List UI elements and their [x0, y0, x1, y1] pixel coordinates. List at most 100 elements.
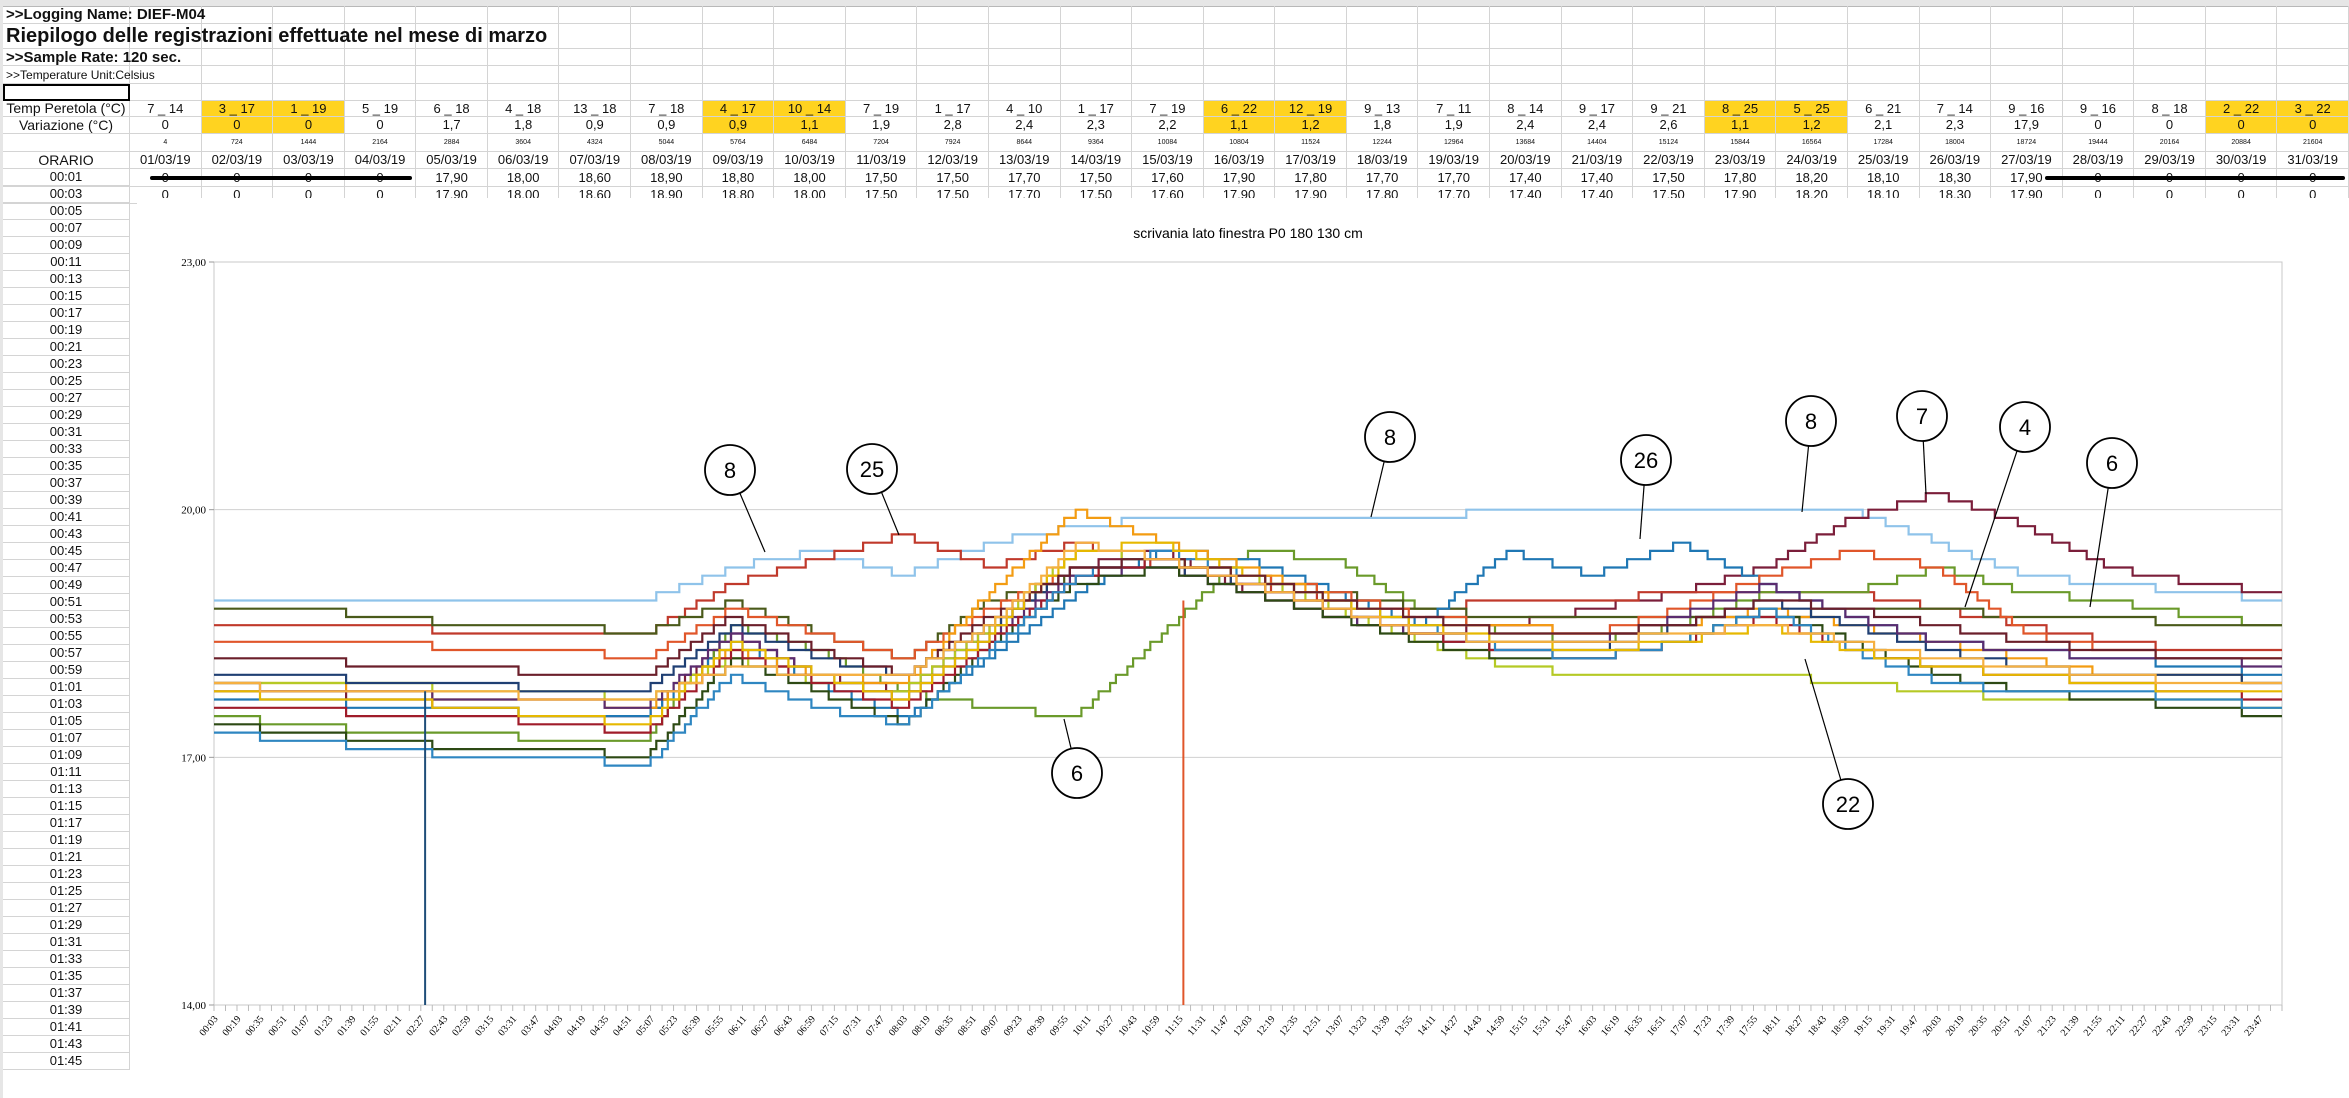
time-cell[interactable]: 01:33 — [3, 951, 130, 968]
grid-cell[interactable] — [2205, 66, 2278, 84]
temp-peretola-cell[interactable]: 5 _ 19 — [344, 101, 417, 117]
value-cell[interactable]: 17,70 — [1418, 169, 1491, 187]
temp-peretola-cell[interactable]: 4 _ 18 — [487, 101, 560, 117]
variazione-cell[interactable]: 0 — [2062, 117, 2135, 134]
variazione-cell[interactable]: 2,4 — [988, 117, 1061, 134]
grid-cell[interactable] — [702, 49, 775, 66]
grid-cell[interactable] — [1776, 24, 1848, 49]
grid-cell[interactable] — [559, 49, 632, 66]
temp-peretola-cell[interactable]: 8 _ 25 — [1704, 101, 1777, 117]
time-cell[interactable]: 00:05 — [3, 203, 130, 220]
grid-cell[interactable] — [1490, 49, 1562, 66]
variazione-cell[interactable]: 0 — [2277, 117, 2349, 134]
value-cell[interactable]: 17,90 — [1203, 169, 1276, 187]
grid-cell[interactable] — [2062, 66, 2135, 84]
grid-cell[interactable] — [2277, 6, 2349, 24]
grid-cell[interactable] — [1132, 6, 1204, 24]
grid-cell[interactable] — [1704, 66, 1777, 84]
value-cell[interactable]: 18,80 — [702, 169, 775, 187]
sample-index-cell[interactable]: 5044 — [631, 134, 703, 152]
variazione-cell[interactable]: 1,2 — [1776, 117, 1848, 134]
sample-index-cell[interactable]: 6484 — [774, 134, 846, 152]
grid-cell[interactable] — [774, 84, 846, 101]
grid-cell[interactable] — [631, 24, 703, 49]
sample-index-cell[interactable]: 14404 — [1561, 134, 1634, 152]
time-cell[interactable]: 00:19 — [3, 322, 130, 339]
time-cell[interactable]: 01:05 — [3, 713, 130, 730]
variazione-cell[interactable]: 0 — [2205, 117, 2278, 134]
temp-peretola-cell[interactable]: 12 _ 19 — [1275, 101, 1347, 117]
variazione-cell[interactable]: 1,2 — [1275, 117, 1347, 134]
variazione-cell[interactable]: 1,1 — [774, 117, 846, 134]
grid-cell[interactable] — [1847, 6, 1920, 24]
grid-cell[interactable] — [130, 66, 202, 84]
time-cell[interactable]: 01:19 — [3, 832, 130, 849]
value-cell[interactable]: 17,70 — [988, 169, 1061, 187]
sample-index-cell[interactable]: 3604 — [487, 134, 560, 152]
sample-index-cell[interactable]: 11524 — [1275, 134, 1347, 152]
temp-peretola-cell[interactable]: 6 _ 22 — [1203, 101, 1276, 117]
time-cell[interactable]: 01:45 — [3, 1053, 130, 1070]
grid-cell[interactable] — [201, 84, 274, 101]
grid-cell[interactable] — [988, 49, 1061, 66]
date-header-cell[interactable]: 18/03/19 — [1346, 152, 1419, 169]
grid-cell[interactable] — [2062, 84, 2135, 101]
value-cell[interactable]: 18,30 — [1919, 169, 1992, 187]
time-cell[interactable]: 00:25 — [3, 373, 130, 390]
date-header-cell[interactable]: 31/03/19 — [2277, 152, 2349, 169]
grid-cell[interactable] — [2205, 6, 2278, 24]
grid-cell[interactable] — [845, 24, 918, 49]
time-cell[interactable]: 00:45 — [3, 543, 130, 560]
time-cell[interactable]: 01:17 — [3, 815, 130, 832]
grid-cell[interactable] — [2134, 66, 2206, 84]
temp-peretola-cell[interactable]: 13 _ 18 — [559, 101, 632, 117]
grid-cell[interactable] — [1132, 49, 1204, 66]
date-header-cell[interactable]: 30/03/19 — [2205, 152, 2278, 169]
date-header-cell[interactable]: 13/03/19 — [988, 152, 1061, 169]
grid-cell[interactable] — [344, 6, 417, 24]
variazione-cell[interactable]: 0 — [273, 117, 345, 134]
time-cell[interactable]: 01:41 — [3, 1019, 130, 1036]
grid-cell[interactable] — [416, 24, 488, 49]
grid-cell[interactable] — [917, 84, 989, 101]
grid-cell[interactable] — [1275, 84, 1347, 101]
date-header-cell[interactable]: 21/03/19 — [1561, 152, 1634, 169]
time-cell[interactable]: 00:39 — [3, 492, 130, 509]
time-cell[interactable]: 01:03 — [3, 696, 130, 713]
time-cell[interactable]: 00:51 — [3, 594, 130, 611]
date-header-cell[interactable]: 28/03/19 — [2062, 152, 2135, 169]
sample-index-cell[interactable]: 4 — [130, 134, 202, 152]
date-header-cell[interactable]: 01/03/19 — [130, 152, 202, 169]
variazione-cell[interactable]: 1,7 — [416, 117, 488, 134]
grid-cell[interactable] — [1633, 24, 1705, 49]
grid-cell[interactable] — [1633, 6, 1705, 24]
time-cell[interactable]: 01:23 — [3, 866, 130, 883]
grid-cell[interactable] — [3, 24, 130, 49]
grid-cell[interactable] — [2277, 24, 2349, 49]
date-header-cell[interactable]: 19/03/19 — [1418, 152, 1491, 169]
sample-index-cell[interactable]: 2164 — [344, 134, 417, 152]
grid-cell[interactable] — [1346, 84, 1419, 101]
time-cell[interactable]: 00:47 — [3, 560, 130, 577]
value-cell[interactable]: 18,00 — [774, 169, 846, 187]
value-cell[interactable]: 18,00 — [487, 169, 560, 187]
grid-cell[interactable] — [702, 24, 775, 49]
variazione-cell[interactable]: 1,8 — [487, 117, 560, 134]
grid-cell[interactable] — [774, 24, 846, 49]
temp-peretola-cell[interactable]: 7 _ 14 — [130, 101, 202, 117]
variazione-cell[interactable]: 2,4 — [1561, 117, 1634, 134]
grid-cell[interactable] — [1561, 6, 1634, 24]
grid-cell[interactable] — [1991, 24, 2063, 49]
time-cell[interactable]: 00:07 — [3, 220, 130, 237]
time-cell[interactable]: 01:11 — [3, 764, 130, 781]
time-cell[interactable]: 00:09 — [3, 237, 130, 254]
grid-cell[interactable] — [1275, 6, 1347, 24]
value-cell[interactable]: 17,50 — [1060, 169, 1133, 187]
variazione-cell[interactable]: 0 — [344, 117, 417, 134]
grid-cell[interactable] — [2277, 84, 2349, 101]
temp-peretola-cell[interactable]: 2 _ 22 — [2205, 101, 2278, 117]
grid-cell[interactable] — [1203, 84, 1276, 101]
grid-cell[interactable] — [1919, 84, 1992, 101]
sample-index-cell[interactable]: 20164 — [2134, 134, 2206, 152]
grid-cell[interactable] — [631, 49, 703, 66]
